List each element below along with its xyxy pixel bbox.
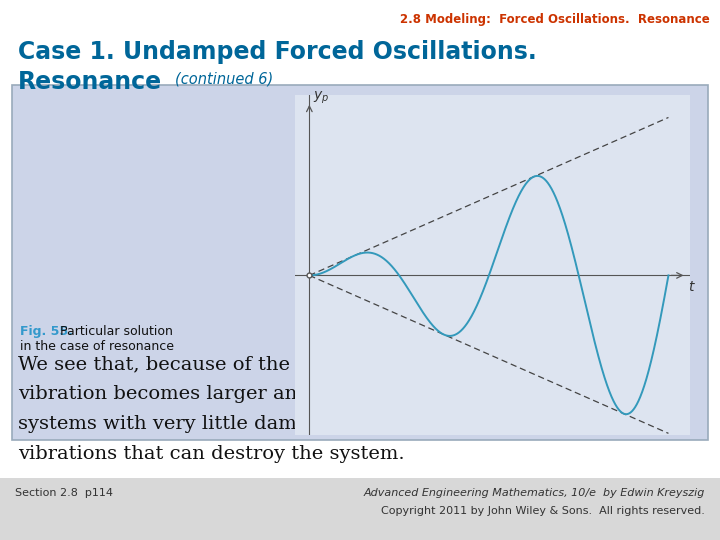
Text: Fig. 55.: Fig. 55. (20, 325, 73, 338)
Text: t,: t, (356, 355, 370, 373)
Text: in the case of resonance: in the case of resonance (20, 340, 174, 353)
Text: the amplitude of the: the amplitude of the (370, 355, 577, 373)
Text: Advanced Engineering Mathematics, 10/e  by Edwin Kreyszig: Advanced Engineering Mathematics, 10/e b… (364, 488, 705, 498)
Text: Copyright 2011 by John Wiley & Sons.  All rights reserved.: Copyright 2011 by John Wiley & Sons. All… (381, 506, 705, 516)
Text: Case 1. Undamped Forced Oscillations.: Case 1. Undamped Forced Oscillations. (18, 40, 536, 64)
FancyBboxPatch shape (12, 85, 708, 440)
Text: $t$: $t$ (688, 280, 696, 294)
Text: 2.8 Modeling:  Forced Oscillations.  Resonance: 2.8 Modeling: Forced Oscillations. Reson… (400, 13, 710, 26)
Text: Particular solution: Particular solution (60, 325, 173, 338)
Text: Section 2.8  p114: Section 2.8 p114 (15, 488, 113, 498)
Text: systems with very little damping may undergo large: systems with very little damping may und… (18, 415, 534, 433)
Text: vibrations that can destroy the system.: vibrations that can destroy the system. (18, 445, 405, 463)
FancyBboxPatch shape (0, 478, 720, 540)
Text: Resonance: Resonance (18, 70, 162, 94)
Text: (continued 6): (continued 6) (175, 71, 274, 86)
Text: $y_p$: $y_p$ (313, 90, 329, 106)
Text: vibration becomes larger and larger. Practically speaking,: vibration becomes larger and larger. Pra… (18, 385, 593, 403)
Text: We see that, because of the factor: We see that, because of the factor (18, 355, 361, 373)
